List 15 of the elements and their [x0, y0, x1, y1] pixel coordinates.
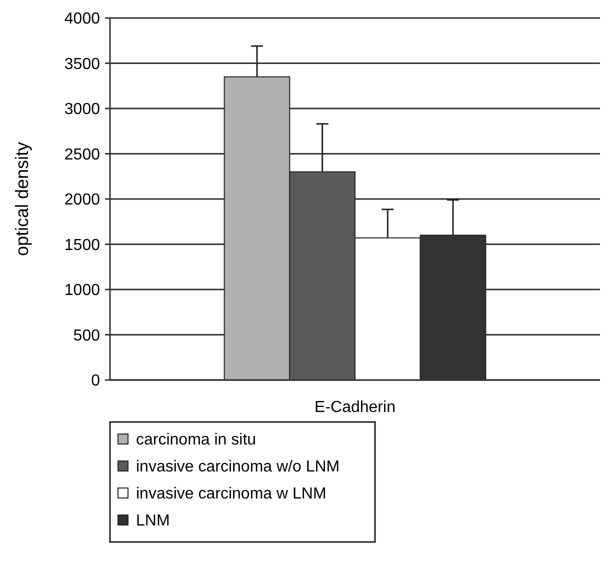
legend-label: invasive carcinoma w LNM — [136, 486, 326, 503]
x-tick-label: E-Cadherin — [314, 399, 396, 416]
y-tick-label: 500 — [73, 327, 100, 344]
y-tick-label: 0 — [91, 372, 100, 390]
legend-label: invasive carcinoma w/o LNM — [136, 458, 340, 476]
y-tick-label: 4000 — [64, 10, 100, 28]
y-axis-title: optical density — [12, 142, 32, 256]
legend-label: LNM — [136, 512, 170, 530]
y-tick-label: 2500 — [64, 146, 100, 164]
y-tick-label: 3500 — [64, 56, 100, 73]
legend-label: carcinoma in situ — [136, 432, 256, 449]
y-tick-label: 1000 — [64, 282, 100, 300]
y-tick-label: 3000 — [64, 101, 100, 118]
y-tick-label: 2000 — [64, 192, 100, 209]
y-tick-label: 1500 — [64, 236, 100, 254]
